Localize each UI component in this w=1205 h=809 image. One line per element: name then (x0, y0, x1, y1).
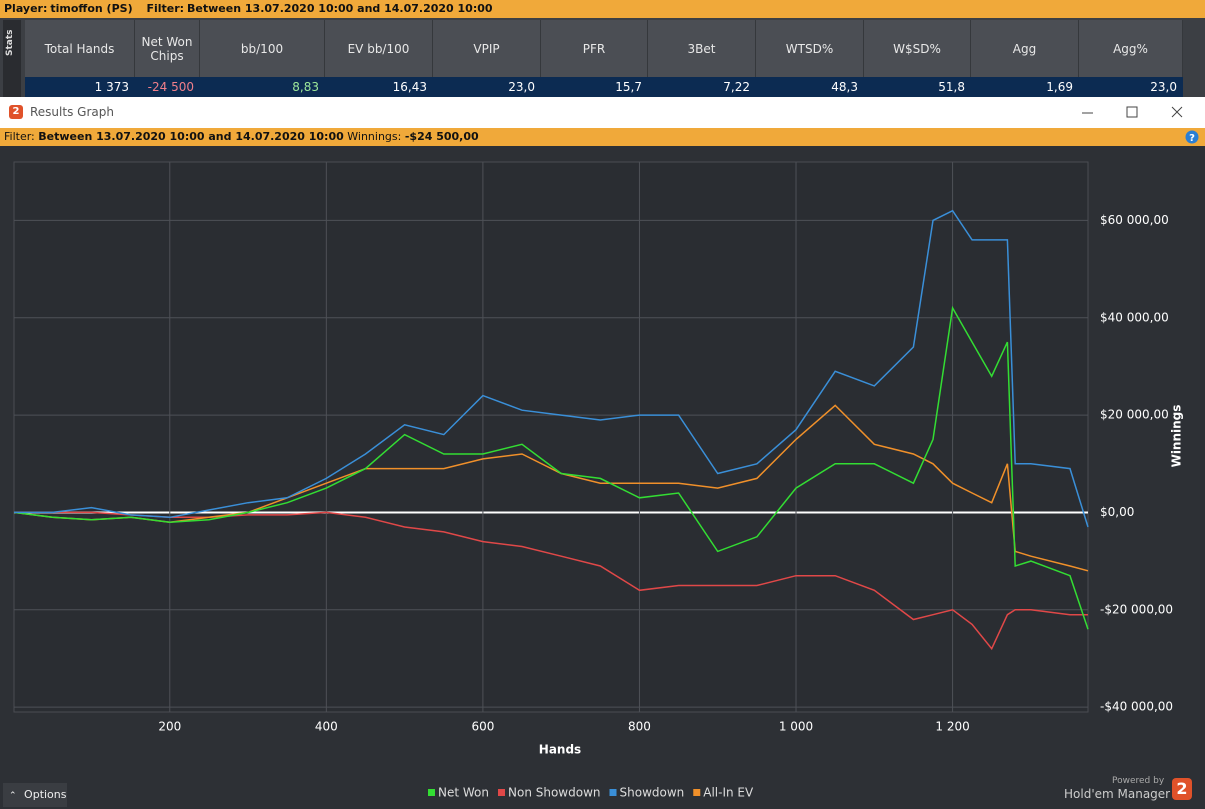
x-tick-label: 800 (628, 720, 651, 734)
y-tick-label: -$20 000,00 (1100, 602, 1173, 616)
winnings-value: -$24 500,00 (404, 130, 479, 143)
legend-item: All-In EV (693, 786, 754, 800)
x-tick-label: 1 200 (935, 720, 969, 734)
results-chart: Hands Winnings -$40 000,00 -$20 000,00 $0,… (13, 161, 1184, 800)
legend-item: Non Showdown (498, 786, 601, 800)
y-tick-label: $0,00 (1100, 505, 1134, 519)
player-bar: Player: timoffon (PS) Filter: Between 13.0… (0, 0, 1205, 18)
legend-item: Showdown (609, 786, 685, 800)
player-label: Player: (4, 2, 48, 15)
series-line (13, 305, 1089, 630)
filter-label: Filter: (146, 2, 185, 15)
stats-value: 1,69 (1046, 80, 1073, 94)
stats-header[interactable]: 3Bet (648, 20, 756, 77)
svg-text:?: ? (1189, 133, 1195, 144)
powered-by: Powered by (1112, 776, 1165, 786)
plot-area (13, 161, 1089, 713)
legend-label: Net Won (438, 786, 489, 800)
stats-tab-label: Stats (5, 29, 15, 56)
stats-header[interactable]: WTSD% (756, 20, 864, 77)
x-tick-label: 1 000 (779, 720, 813, 734)
stats-value: 1 373 (94, 80, 129, 94)
legend-label: All-In EV (703, 786, 754, 800)
filter-label: Filter: (4, 130, 35, 143)
legend-item: Net Won (428, 786, 489, 800)
filter-text: Between 13.07.2020 10:00 and 14.07.2020 … (187, 2, 493, 15)
stats-header[interactable]: VPIP (433, 20, 541, 77)
stats-value: 7,22 (723, 80, 750, 94)
stats-header[interactable]: bb/100 (200, 20, 325, 77)
brand-name: Hold'em Manager (1064, 787, 1171, 801)
legend-swatch (498, 789, 505, 796)
stats-value: 15,7 (615, 80, 642, 94)
y-tick-label: $40 000,00 (1100, 310, 1169, 324)
help-button[interactable]: ? (1185, 130, 1199, 144)
stats-value: 23,0 (1150, 80, 1177, 94)
legend-swatch (428, 789, 435, 796)
x-axis-title: Hands (539, 743, 581, 757)
window-icon: 2 (9, 105, 23, 119)
stats-header-row: Total Hands Net Won Chips bb/100 EV bb/100 V… (25, 20, 1183, 77)
winnings-label: Winnings: (347, 130, 402, 143)
stats-header[interactable]: EV bb/100 (325, 20, 433, 77)
stats-value: -24 500 (147, 80, 194, 94)
options-button[interactable]: ⌃ Options (3, 783, 67, 807)
stats-value: 48,3 (831, 80, 858, 94)
y-axis-title: Winnings (1170, 405, 1184, 468)
stats-value: 51,8 (938, 80, 965, 94)
legend-swatch (609, 789, 617, 796)
options-label: Options (24, 788, 67, 801)
stats-value: 16,43 (392, 80, 427, 94)
stats-header[interactable]: Agg (971, 20, 1079, 77)
stats-tab[interactable]: Stats (3, 20, 21, 113)
filter-text: Between 13.07.2020 10:00 and 14.07.2020 … (38, 130, 344, 143)
legend-label: Non Showdown (508, 786, 601, 800)
legend-label: Showdown (620, 786, 685, 800)
scrollbar[interactable] (1185, 18, 1205, 97)
series-line (14, 209, 1089, 528)
stats-panel: Stats Total Hands Net Won Chips bb/100 EV b… (0, 18, 1205, 113)
x-tick-label: 600 (471, 720, 494, 734)
window-title: Results Graph (30, 105, 114, 119)
stats-header[interactable]: Net Won Chips (135, 20, 200, 77)
window-title-bar: 2 Results Graph (0, 97, 1205, 128)
x-tick-label: 200 (158, 720, 181, 734)
stats-value: 8,83 (292, 80, 319, 94)
player-name: timoffon (PS) (50, 2, 133, 15)
stats-header[interactable]: PFR (541, 20, 648, 77)
y-tick-label: $60 000,00 (1100, 213, 1169, 227)
legend-swatch (693, 789, 701, 796)
stats-header[interactable]: W$SD% (864, 20, 971, 77)
stats-value-row: 1 373 -24 500 8,83 16,43 23,0 15,7 7,22 48,3 51,… (25, 77, 1183, 97)
stats-header[interactable]: Agg% (1079, 20, 1183, 77)
y-tick-label: $20 000,00 (1100, 408, 1169, 422)
series-line (14, 511, 1088, 651)
window-controls (1082, 106, 1183, 118)
stats-value: 23,0 (508, 80, 535, 94)
close-button[interactable] (1171, 106, 1183, 118)
stats-header[interactable]: Total Hands (25, 20, 135, 77)
maximize-button[interactable] (1126, 106, 1138, 118)
x-tick-label: 400 (315, 720, 338, 734)
y-tick-label: -$40 000,00 (1100, 700, 1173, 714)
series-line (13, 404, 1089, 572)
brand: Powered by Hold'em Manager 2 (1060, 774, 1200, 808)
brand-logo: 2 (1172, 778, 1192, 800)
filter-bar: Filter: Between 13.07.2020 10:00 and 14.… (0, 128, 1205, 146)
